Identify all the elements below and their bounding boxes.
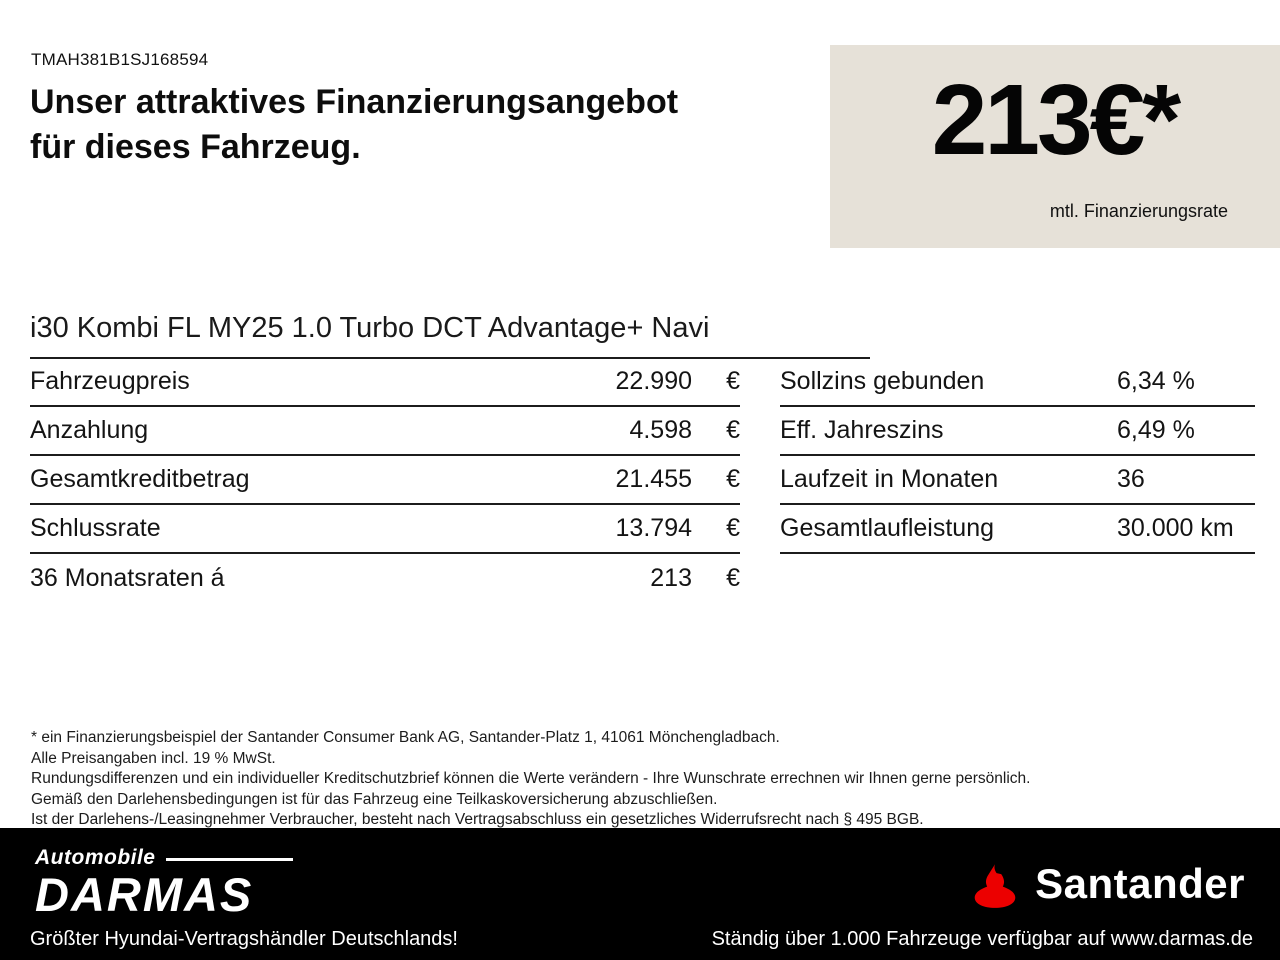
table-row: Eff. Jahreszins 6,49 % — [780, 407, 1255, 456]
disclaimer-text: * ein Finanzierungsbeispiel der Santande… — [31, 728, 1141, 831]
monthly-rate-value: 213€* — [931, 64, 1181, 176]
finance-table-right-column: Sollzins gebunden 6,34 % Eff. Jahreszins… — [780, 358, 1255, 603]
row-value: 30.000 km — [1117, 514, 1234, 542]
row-unit: € — [726, 514, 740, 542]
row-unit: € — [726, 465, 740, 493]
santander-flame-icon — [969, 860, 1021, 908]
row-unit: € — [726, 367, 740, 395]
footer-bar: Automobile DARMAS Santander Größter Hyun… — [0, 828, 1280, 960]
row-label: Anzahlung — [30, 416, 149, 444]
table-row: Schlussrate 13.794 € — [30, 505, 740, 554]
row-value: 6,49 % — [1117, 416, 1195, 444]
santander-logo: Santander — [969, 860, 1245, 908]
row-value: 213 — [650, 564, 692, 592]
monthly-rate-box: 213€* mtl. Finanzierungsrate — [830, 45, 1280, 248]
row-value: 21.455 — [615, 465, 692, 493]
page-title-line1: Unser attraktives Finanzierungsangebot — [30, 83, 679, 121]
table-row: Sollzins gebunden 6,34 % — [780, 358, 1255, 407]
row-label: Laufzeit in Monaten — [780, 465, 999, 493]
row-unit: € — [726, 564, 740, 592]
darmas-logo: Automobile DARMAS — [35, 846, 293, 919]
disclaimer-line: Rundungsdifferenzen und ein individuelle… — [31, 770, 1031, 787]
row-value: 13.794 — [615, 514, 692, 542]
row-unit: € — [726, 416, 740, 444]
footer-right-text: Ständig über 1.000 Fahrzeuge verfügbar a… — [711, 928, 1253, 950]
finance-table-left-column: Fahrzeugpreis 22.990 € Anzahlung 4.598 €… — [30, 358, 740, 603]
darmas-logo-line1: Automobile — [35, 846, 156, 869]
row-value: 4.598 — [629, 416, 692, 444]
row-value: 6,34 % — [1117, 367, 1195, 395]
row-label: Schlussrate — [30, 514, 161, 542]
footer-bottom-row: Größter Hyundai-Vertragshändler Deutschl… — [0, 928, 1280, 951]
vehicle-title: i30 Kombi FL MY25 1.0 Turbo DCT Advantag… — [30, 312, 870, 359]
row-label: Eff. Jahreszins — [780, 416, 944, 444]
table-row: Gesamtkreditbetrag 21.455 € — [30, 456, 740, 505]
table-row: Gesamtlaufleistung 30.000 km — [780, 505, 1255, 554]
darmas-logo-line2: DARMAS — [35, 868, 254, 921]
table-row: Laufzeit in Monaten 36 — [780, 456, 1255, 505]
footer-left-text: Größter Hyundai-Vertragshändler Deutschl… — [30, 928, 458, 950]
monthly-rate-caption: mtl. Finanzierungsrate — [1049, 201, 1228, 221]
disclaimer-line: Ist der Darlehens-/Leasingnehmer Verbrau… — [31, 811, 924, 828]
finance-table: Fahrzeugpreis 22.990 € Anzahlung 4.598 €… — [30, 358, 1255, 603]
darmas-logo-top: Automobile — [35, 846, 293, 870]
row-label: Sollzins gebunden — [780, 367, 985, 395]
row-value: 22.990 — [615, 367, 692, 395]
table-row: 36 Monatsraten á 213 € — [30, 554, 740, 603]
row-label: Fahrzeugpreis — [30, 367, 190, 395]
table-row: Fahrzeugpreis 22.990 € — [30, 358, 740, 407]
row-label: 36 Monatsraten á — [30, 564, 225, 592]
row-label: Gesamtlaufleistung — [780, 514, 995, 542]
page-title-line2: für dieses Fahrzeug. — [30, 127, 361, 166]
disclaimer-line: * ein Finanzierungsbeispiel der Santande… — [31, 729, 780, 746]
logo-rule-line — [165, 857, 293, 861]
vin-number: TMAH381B1SJ168594 — [31, 50, 209, 69]
page-title: Unser attraktives Finanzierungsangebot f… — [30, 80, 678, 170]
disclaimer-line: Alle Preisangaben incl. 19 % MwSt. — [31, 749, 276, 767]
santander-wordmark: Santander — [1035, 860, 1245, 907]
row-label: Gesamtkreditbetrag — [30, 465, 250, 493]
row-value: 36 — [1117, 465, 1145, 493]
disclaimer-line: Gemäß den Darlehensbedingungen ist für d… — [31, 790, 718, 808]
table-row: Anzahlung 4.598 € — [30, 407, 740, 456]
